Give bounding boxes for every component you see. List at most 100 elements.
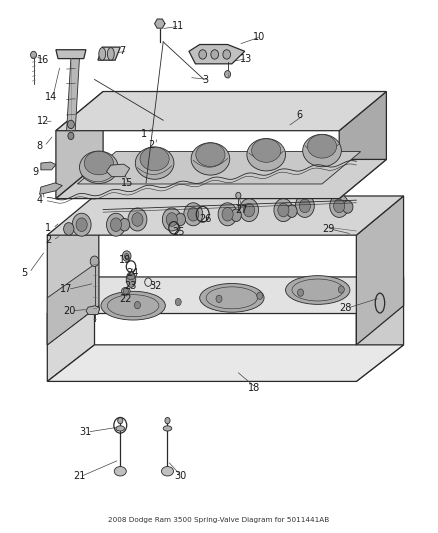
- Circle shape: [297, 289, 304, 296]
- Text: 24: 24: [127, 268, 139, 278]
- Text: 1: 1: [45, 223, 51, 233]
- Circle shape: [257, 292, 263, 300]
- Ellipse shape: [140, 147, 169, 171]
- Polygon shape: [39, 183, 62, 195]
- Polygon shape: [86, 306, 100, 314]
- Circle shape: [295, 195, 314, 217]
- Text: 16: 16: [36, 55, 49, 65]
- Text: 27: 27: [235, 205, 248, 215]
- Polygon shape: [47, 196, 403, 235]
- Text: 3: 3: [202, 75, 208, 85]
- Circle shape: [166, 213, 177, 227]
- Polygon shape: [155, 19, 165, 28]
- Circle shape: [128, 208, 147, 231]
- Polygon shape: [47, 196, 99, 345]
- Polygon shape: [47, 345, 403, 382]
- Circle shape: [106, 213, 125, 236]
- Polygon shape: [41, 162, 56, 170]
- Text: 22: 22: [120, 294, 132, 304]
- Circle shape: [222, 207, 233, 221]
- Circle shape: [124, 254, 129, 259]
- Circle shape: [330, 195, 349, 217]
- Text: 21: 21: [73, 472, 85, 481]
- Polygon shape: [339, 92, 386, 199]
- Text: 9: 9: [32, 167, 39, 177]
- Circle shape: [334, 199, 345, 213]
- Circle shape: [134, 302, 141, 309]
- Text: 15: 15: [121, 178, 134, 188]
- Circle shape: [72, 213, 91, 236]
- Text: 20: 20: [64, 306, 76, 316]
- Circle shape: [31, 51, 37, 59]
- Ellipse shape: [116, 426, 124, 431]
- Circle shape: [240, 199, 258, 222]
- Text: 5: 5: [21, 268, 28, 278]
- Ellipse shape: [247, 139, 286, 171]
- Ellipse shape: [101, 292, 165, 320]
- Text: 17: 17: [60, 285, 73, 295]
- Polygon shape: [98, 47, 120, 60]
- Circle shape: [64, 223, 74, 235]
- Text: 2: 2: [148, 140, 155, 150]
- Circle shape: [123, 288, 128, 294]
- Polygon shape: [357, 277, 403, 382]
- Polygon shape: [47, 261, 99, 345]
- Polygon shape: [47, 277, 95, 382]
- Polygon shape: [78, 151, 360, 184]
- Circle shape: [218, 203, 237, 226]
- Circle shape: [184, 203, 203, 226]
- Text: 18: 18: [248, 383, 261, 393]
- Text: 4: 4: [36, 195, 42, 205]
- Circle shape: [122, 251, 131, 261]
- Circle shape: [187, 207, 199, 221]
- Text: 26: 26: [200, 214, 212, 224]
- Circle shape: [90, 256, 99, 266]
- Text: 29: 29: [322, 224, 334, 234]
- Ellipse shape: [84, 151, 113, 175]
- Circle shape: [216, 295, 222, 303]
- Circle shape: [278, 203, 289, 217]
- Circle shape: [132, 213, 143, 227]
- Circle shape: [299, 199, 311, 213]
- Polygon shape: [189, 45, 245, 64]
- Text: 28: 28: [339, 303, 352, 313]
- Text: 31: 31: [79, 427, 92, 437]
- Text: 8: 8: [36, 141, 42, 151]
- Circle shape: [225, 71, 230, 78]
- Polygon shape: [56, 50, 86, 59]
- Ellipse shape: [122, 287, 130, 295]
- Polygon shape: [357, 196, 403, 345]
- Ellipse shape: [303, 134, 341, 167]
- Circle shape: [338, 286, 344, 293]
- Circle shape: [110, 218, 122, 231]
- Text: 14: 14: [45, 92, 57, 102]
- Text: 25: 25: [172, 227, 184, 237]
- Ellipse shape: [135, 147, 174, 179]
- Circle shape: [162, 208, 181, 231]
- Polygon shape: [106, 164, 130, 176]
- Circle shape: [94, 305, 100, 312]
- Text: 10: 10: [253, 31, 265, 42]
- Text: 6: 6: [296, 110, 302, 120]
- Circle shape: [274, 199, 293, 222]
- Text: 13: 13: [240, 54, 252, 63]
- Circle shape: [244, 203, 254, 217]
- Circle shape: [118, 417, 123, 424]
- Circle shape: [165, 417, 170, 424]
- Ellipse shape: [114, 466, 126, 476]
- Circle shape: [67, 120, 74, 128]
- Text: 2008 Dodge Ram 3500 Spring-Valve Diagram for 5011441AB: 2008 Dodge Ram 3500 Spring-Valve Diagram…: [108, 518, 330, 523]
- Circle shape: [76, 218, 87, 231]
- Text: 30: 30: [174, 472, 186, 481]
- Ellipse shape: [107, 47, 114, 60]
- Circle shape: [120, 219, 130, 231]
- Ellipse shape: [126, 272, 136, 287]
- Circle shape: [236, 192, 241, 199]
- Circle shape: [68, 132, 74, 140]
- Circle shape: [287, 205, 297, 217]
- Polygon shape: [56, 92, 386, 131]
- Polygon shape: [56, 159, 386, 199]
- Ellipse shape: [191, 143, 230, 175]
- Polygon shape: [67, 58, 79, 131]
- Ellipse shape: [223, 50, 230, 59]
